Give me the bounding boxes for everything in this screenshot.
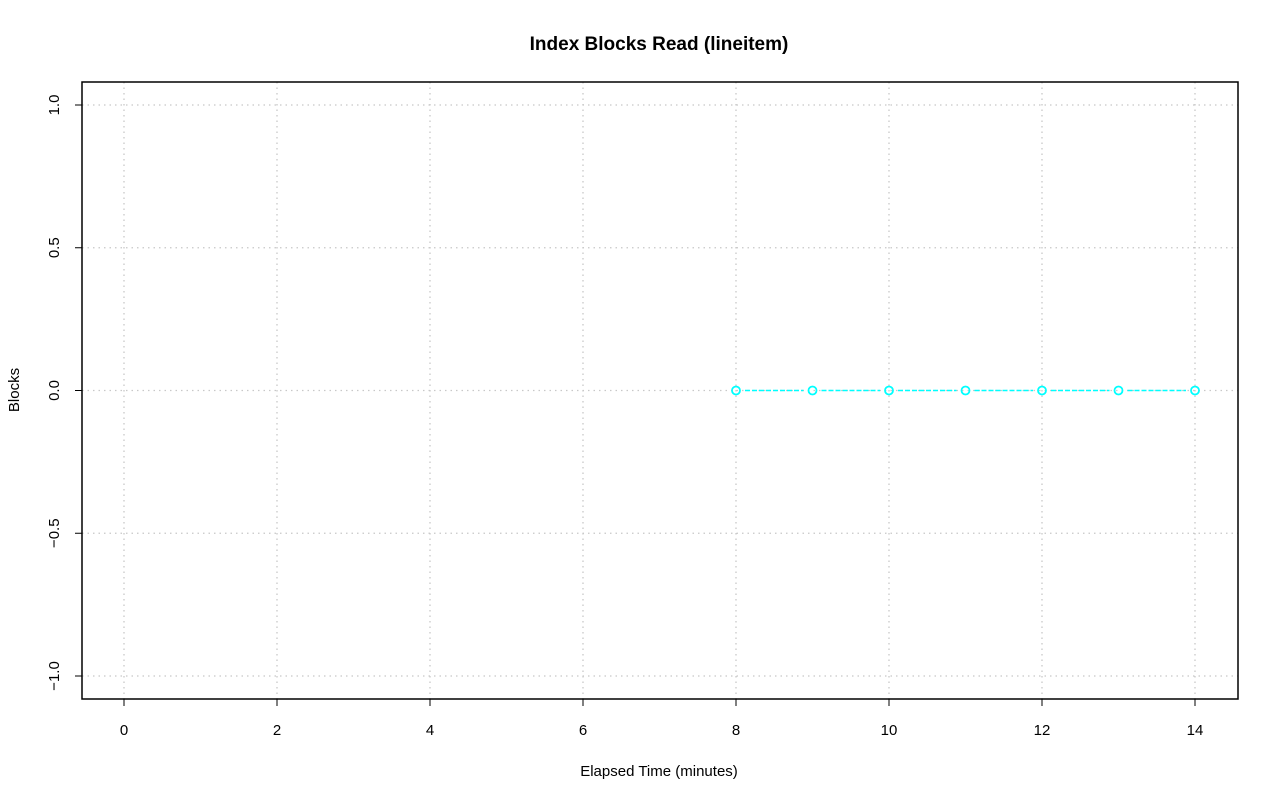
x-tick-label: 12 xyxy=(1034,722,1051,739)
axes: 0 2 4 6 8 10 12 14 −1.0 −0.5 0.0 0.5 1.0 xyxy=(46,95,1203,739)
y-tick-label: 0.5 xyxy=(46,237,63,258)
data-point xyxy=(1113,385,1124,396)
y-tick-label: 0.0 xyxy=(46,380,63,401)
y-tick-label: −1.0 xyxy=(46,661,63,691)
x-tick-label: 6 xyxy=(579,722,587,739)
x-tick-label: 10 xyxy=(881,722,898,739)
y-tick-label: 1.0 xyxy=(46,95,63,116)
data-point xyxy=(960,385,971,396)
data-point xyxy=(731,385,741,396)
x-tick-label: 4 xyxy=(426,722,434,739)
x-tick-label: 8 xyxy=(732,722,740,739)
y-axis-label: Blocks xyxy=(6,368,23,412)
x-tick-label: 0 xyxy=(120,722,128,739)
data-point xyxy=(1190,385,1200,396)
y-tick-label: −0.5 xyxy=(46,518,63,548)
data-point xyxy=(807,385,818,396)
x-tick-label: 2 xyxy=(273,722,281,739)
data-point xyxy=(884,385,894,396)
grid xyxy=(82,82,1238,699)
x-axis-label: Elapsed Time (minutes) xyxy=(580,763,738,780)
chart-title: Index Blocks Read (lineitem) xyxy=(530,34,789,55)
data-point xyxy=(1037,385,1047,396)
series xyxy=(731,385,1200,396)
x-tick-label: 14 xyxy=(1187,722,1204,739)
